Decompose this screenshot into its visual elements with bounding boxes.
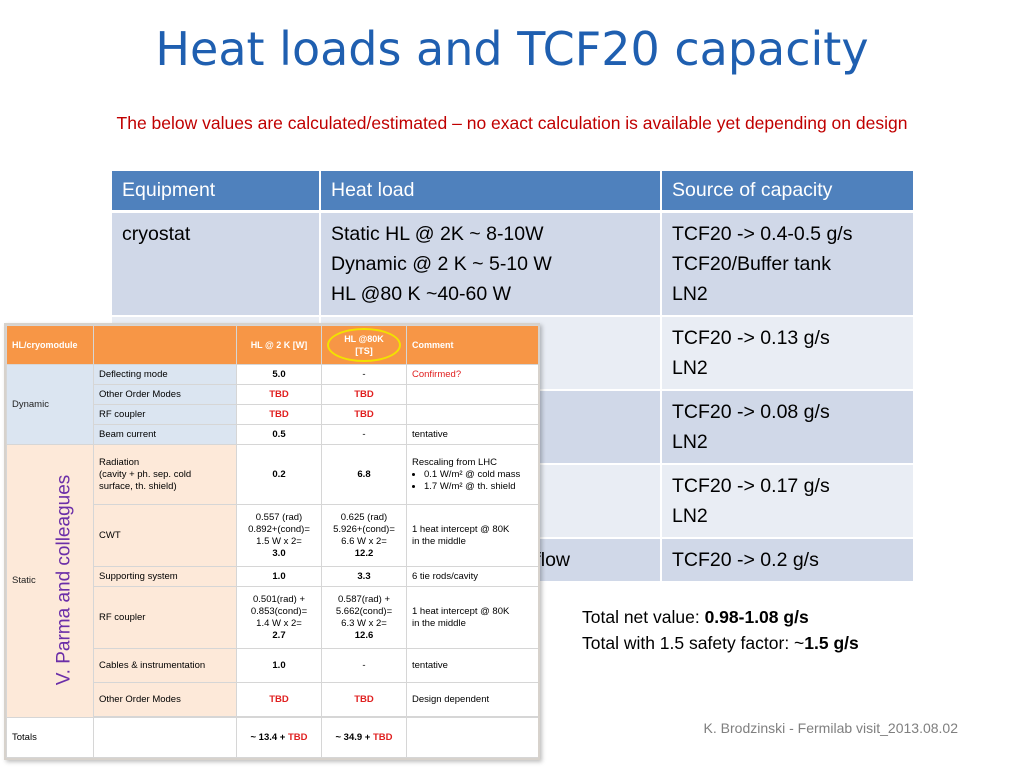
heat-load-line: Static HL @ 2K ~ 8-10W xyxy=(331,223,544,245)
inset-value: 1.0 xyxy=(236,648,322,683)
inset-item: CWT xyxy=(93,504,237,567)
safety-total-value: 1.5 g/s xyxy=(804,633,859,653)
inset-value: 0.625 (rad) 5.926+(cond)= 6.6 W x 2= 12.… xyxy=(321,504,407,567)
inset-value: 3.3 xyxy=(321,566,407,587)
heat-load-line: HL @80 K ~40-60 W xyxy=(331,283,512,305)
slide-subtitle: The below values are calculated/estimate… xyxy=(116,113,908,133)
inset-comment: Design dependent xyxy=(406,682,538,717)
inset-value: - xyxy=(321,364,407,385)
inset-header-hl2k: HL @ 2 K [W] xyxy=(236,325,322,365)
header-equipment: Equipment xyxy=(112,171,321,213)
inset-item: Radiation (cavity + ph. sep. cold surfac… xyxy=(93,444,237,505)
inset-header-comment: Comment xyxy=(406,325,538,365)
cell-source: TCF20 -> 0.13 g/s LN2 xyxy=(662,317,913,391)
inset-header-hl: HL/cryomodule xyxy=(6,325,94,365)
inset-header-hl80k: HL @80K [TS] xyxy=(321,325,407,365)
header-heat-load: Heat load xyxy=(321,171,662,213)
inset-total-2k: ~ 13.4 + TBD xyxy=(236,717,322,758)
inset-value: 5.0 xyxy=(236,364,322,385)
inset-value: 0.587(rad) + 5.662(cond)= 6.3 W x 2= 12.… xyxy=(321,586,407,649)
inset-value: 0.5 xyxy=(236,424,322,445)
inset-value: TBD xyxy=(236,404,322,425)
inset-value: 0.2 xyxy=(236,444,322,505)
table-header-row: Equipment Heat load Source of capacity xyxy=(112,171,913,213)
source-line: TCF20 -> 0.4-0.5 g/s xyxy=(672,223,853,245)
slide-footer: K. Brodzinski - Fermilab visit_2013.08.0… xyxy=(703,720,958,736)
totals-note: Total net value: 0.98-1.08 g/s Total wit… xyxy=(582,604,859,656)
group-static: Static xyxy=(6,444,94,718)
inset-item: RF coupler xyxy=(93,404,237,425)
source-line: LN2 xyxy=(672,431,708,453)
inset-value: 0.501(rad) + 0.853(cond)= 1.4 W x 2= 2.7 xyxy=(236,586,322,649)
cell-heat-load: Static HL @ 2K ~ 8-10W Dynamic @ 2 K ~ 5… xyxy=(321,213,662,317)
source-line: TCF20 -> 0.08 g/s xyxy=(672,401,830,423)
inset-value: TBD xyxy=(321,384,407,405)
source-line: TCF20/Buffer tank xyxy=(672,253,831,275)
inset-comment xyxy=(406,404,538,425)
inset-comment: 6 tie rods/cavity xyxy=(406,566,538,587)
source-line: LN2 xyxy=(672,505,708,527)
table-row: cryostat Static HL @ 2K ~ 8-10W Dynamic … xyxy=(112,213,913,317)
cryomodule-table: HL/cryomodule HL @ 2 K [W] HL @80K [TS] … xyxy=(6,325,538,758)
inset-value: TBD xyxy=(321,682,407,717)
cell-source: TCF20 -> 0.4-0.5 g/s TCF20/Buffer tank L… xyxy=(662,213,913,317)
inset-comment: tentative xyxy=(406,648,538,683)
inset-header-blank xyxy=(93,325,237,365)
inset-totals-label: Totals xyxy=(6,717,94,758)
inset-comment: 1 heat intercept @ 80K in the middle xyxy=(406,504,538,567)
inset-value: TBD xyxy=(236,384,322,405)
inset-comment xyxy=(406,384,538,405)
inset-item: Other Order Modes xyxy=(93,384,237,405)
vertical-credit: V. Parma and colleagues xyxy=(53,474,74,686)
source-line: TCF20 -> 0.13 g/s xyxy=(672,327,830,349)
inset-value: - xyxy=(321,424,407,445)
inset-value: 1.0 xyxy=(236,566,322,587)
heat-load-line: Dynamic @ 2 K ~ 5-10 W xyxy=(331,253,552,275)
slide-title: Heat loads and TCF20 capacity xyxy=(155,22,869,76)
group-dynamic: Dynamic xyxy=(6,364,94,445)
net-total-value: 0.98-1.08 g/s xyxy=(704,607,809,627)
inset-item: Other Order Modes xyxy=(93,682,237,717)
source-line: LN2 xyxy=(672,283,708,305)
inset-value: - xyxy=(321,648,407,683)
source-line: LN2 xyxy=(672,357,708,379)
inset-value: TBD xyxy=(236,682,322,717)
inset-item: Beam current xyxy=(93,424,237,445)
inset-comment: Confirmed? xyxy=(406,364,538,385)
inset-item: Cables & instrumentation xyxy=(93,648,237,683)
cryomodule-heat-load-image: HL/cryomodule HL @ 2 K [W] HL @80K [TS] … xyxy=(4,323,540,760)
net-total-line: Total net value: 0.98-1.08 g/s xyxy=(582,607,809,627)
inset-value: TBD xyxy=(321,404,407,425)
source-line: TCF20 -> 0.17 g/s xyxy=(672,475,830,497)
cell-source: TCF20 -> 0.17 g/s LN2 xyxy=(662,465,913,539)
inset-item: Deflecting mode xyxy=(93,364,237,385)
inset-item: Supporting system xyxy=(93,566,237,587)
inset-value: 6.8 xyxy=(321,444,407,505)
inset-value: 0.557 (rad) 0.892+(cond)= 1.5 W x 2= 3.0 xyxy=(236,504,322,567)
inset-comment: tentative xyxy=(406,424,538,445)
hl80-highlight-circle: HL @80K [TS] xyxy=(327,328,401,362)
inset-total-80k: ~ 34.9 + TBD xyxy=(321,717,407,758)
inset-comment: 1 heat intercept @ 80K in the middle xyxy=(406,586,538,649)
header-source: Source of capacity xyxy=(662,171,913,213)
cell-equipment: cryostat xyxy=(112,213,321,317)
inset-comment: Rescaling from LHC 0.1 W/m² @ cold mass … xyxy=(406,444,538,505)
cell-source: TCF20 -> 0.08 g/s LN2 xyxy=(662,391,913,465)
safety-total-line: Total with 1.5 safety factor: ~1.5 g/s xyxy=(582,633,859,653)
cell-source: TCF20 -> 0.2 g/s xyxy=(662,539,913,583)
inset-item: RF coupler xyxy=(93,586,237,649)
